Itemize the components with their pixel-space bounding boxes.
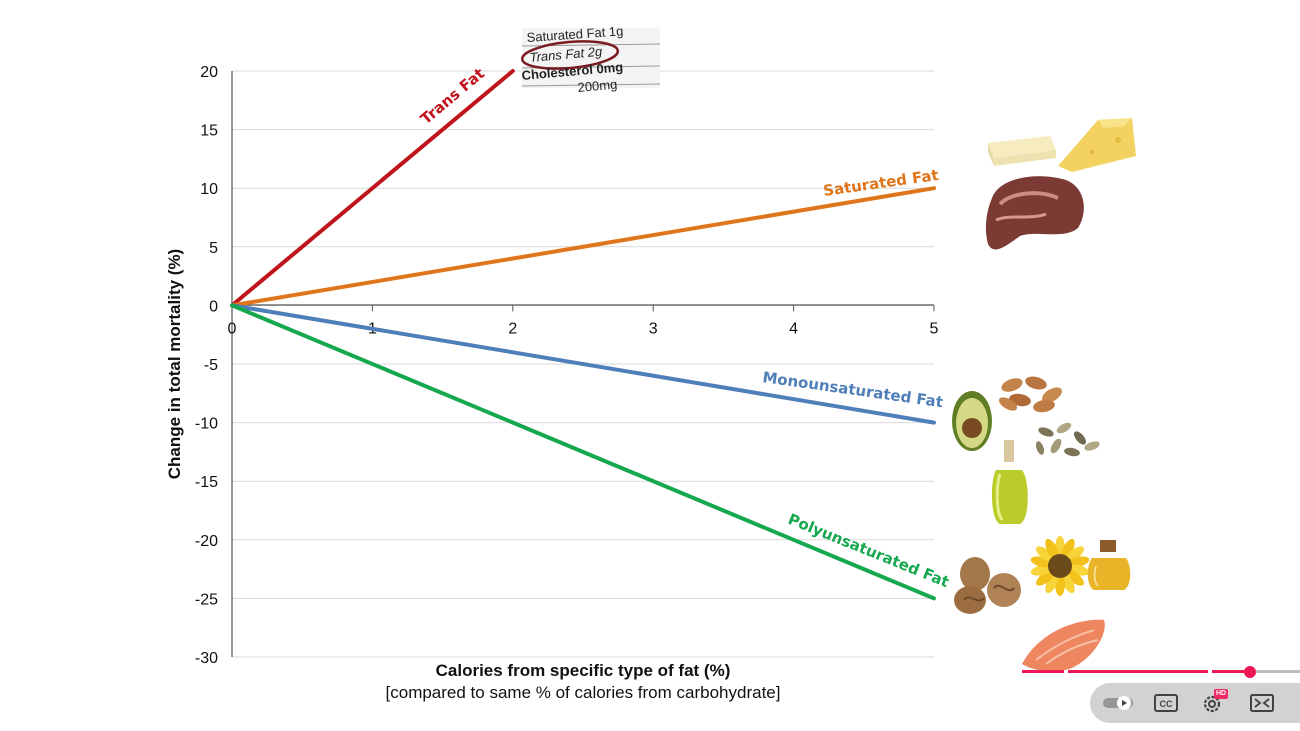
- almonds-icon: [998, 376, 1062, 413]
- fullscreen-exit-button[interactable]: [1249, 691, 1275, 715]
- autoplay-toggle[interactable]: [1102, 691, 1134, 715]
- autoplay-icon: [1103, 696, 1133, 710]
- x-axis-subtitle: [compared to same % of calories from car…: [386, 683, 781, 702]
- y-tick-label: 20: [200, 64, 218, 81]
- fullscreen-icon: [1250, 694, 1274, 712]
- saturated-fat-line: [230, 186, 936, 308]
- meat-icon: [985, 176, 1084, 250]
- y-tick-labels: 20 15 10 5 0 -5 -10 -15 -20 -25 -30: [195, 64, 218, 667]
- gear-icon: [1203, 695, 1221, 713]
- highlight-circle: [520, 40, 620, 70]
- saturated-fat-foods: [985, 118, 1136, 250]
- series-lines: [230, 69, 936, 601]
- nutrition-line-saturated: Saturated Fat 1g: [526, 23, 624, 45]
- captions-button[interactable]: CC: [1153, 691, 1179, 715]
- progress-played-segment-2[interactable]: [1068, 670, 1208, 673]
- y-tick-label: -5: [204, 357, 218, 374]
- x-tick-label: 2: [508, 320, 517, 337]
- x-tick-label: 3: [649, 320, 658, 337]
- polyunsaturated-fat-label: Polyunsaturated Fat: [786, 510, 952, 591]
- sunflower-icon: [1030, 536, 1090, 596]
- avocado-icon: [952, 391, 992, 451]
- cheese-icon: [1058, 118, 1136, 172]
- y-tick-label: 10: [200, 181, 218, 198]
- trans-fat-label: Trans Fat: [417, 64, 488, 128]
- nutrition-line-sodium: 200mg: [577, 77, 618, 95]
- monounsaturated-fat-line: [230, 303, 936, 425]
- nutrition-label-image: Saturated Fat 1g Trans Fat 2g Cholestero…: [520, 23, 661, 95]
- y-tick-label: 5: [209, 240, 218, 257]
- oil-bottle-icon: [1087, 540, 1131, 590]
- y-axis-title: Change in total mortality (%): [165, 249, 184, 479]
- settings-button[interactable]: HD: [1200, 689, 1229, 715]
- olive-oil-icon: [991, 440, 1028, 524]
- svg-text:CC: CC: [1160, 699, 1173, 709]
- progress-remaining[interactable]: [1256, 670, 1300, 673]
- y-tick-label: -20: [195, 533, 218, 550]
- hd-badge: HD: [1214, 689, 1229, 699]
- x-axis-title: Calories from specific type of fat (%): [436, 661, 731, 680]
- y-tick-label: -30: [195, 650, 218, 667]
- y-tick-label: 15: [200, 123, 218, 140]
- player-control-bar: CC HD: [1090, 683, 1300, 723]
- salmon-icon: [1022, 619, 1105, 672]
- seeds-icon: [1035, 422, 1100, 457]
- saturated-fat-label: Saturated Fat: [822, 166, 940, 200]
- x-tick-label: 4: [789, 320, 798, 337]
- butter-icon: [988, 136, 1056, 166]
- nutrition-line-trans-fat: Trans Fat 2g: [529, 44, 604, 65]
- y-tick-label: -15: [195, 474, 218, 491]
- x-tick-label: 5: [930, 320, 939, 337]
- scrubber-handle[interactable]: [1244, 666, 1256, 678]
- y-tick-label: 0: [209, 298, 218, 315]
- trans-fat-line: [230, 69, 515, 308]
- polyunsaturated-fat-foods: [954, 536, 1131, 672]
- monounsaturated-fat-label: Monounsaturated Fat: [761, 368, 944, 411]
- y-tick-label: -10: [195, 416, 218, 433]
- progress-played-segment-1[interactable]: [1022, 670, 1064, 673]
- captions-icon: CC: [1154, 694, 1178, 712]
- x-tick-label: 0: [228, 320, 237, 337]
- polyunsaturated-fat-line: [230, 303, 936, 601]
- y-tick-label: -25: [195, 591, 218, 608]
- walnuts-icon: [954, 557, 1021, 614]
- progress-played-segment-3[interactable]: [1212, 670, 1248, 673]
- monounsaturated-fat-foods: [952, 376, 1100, 524]
